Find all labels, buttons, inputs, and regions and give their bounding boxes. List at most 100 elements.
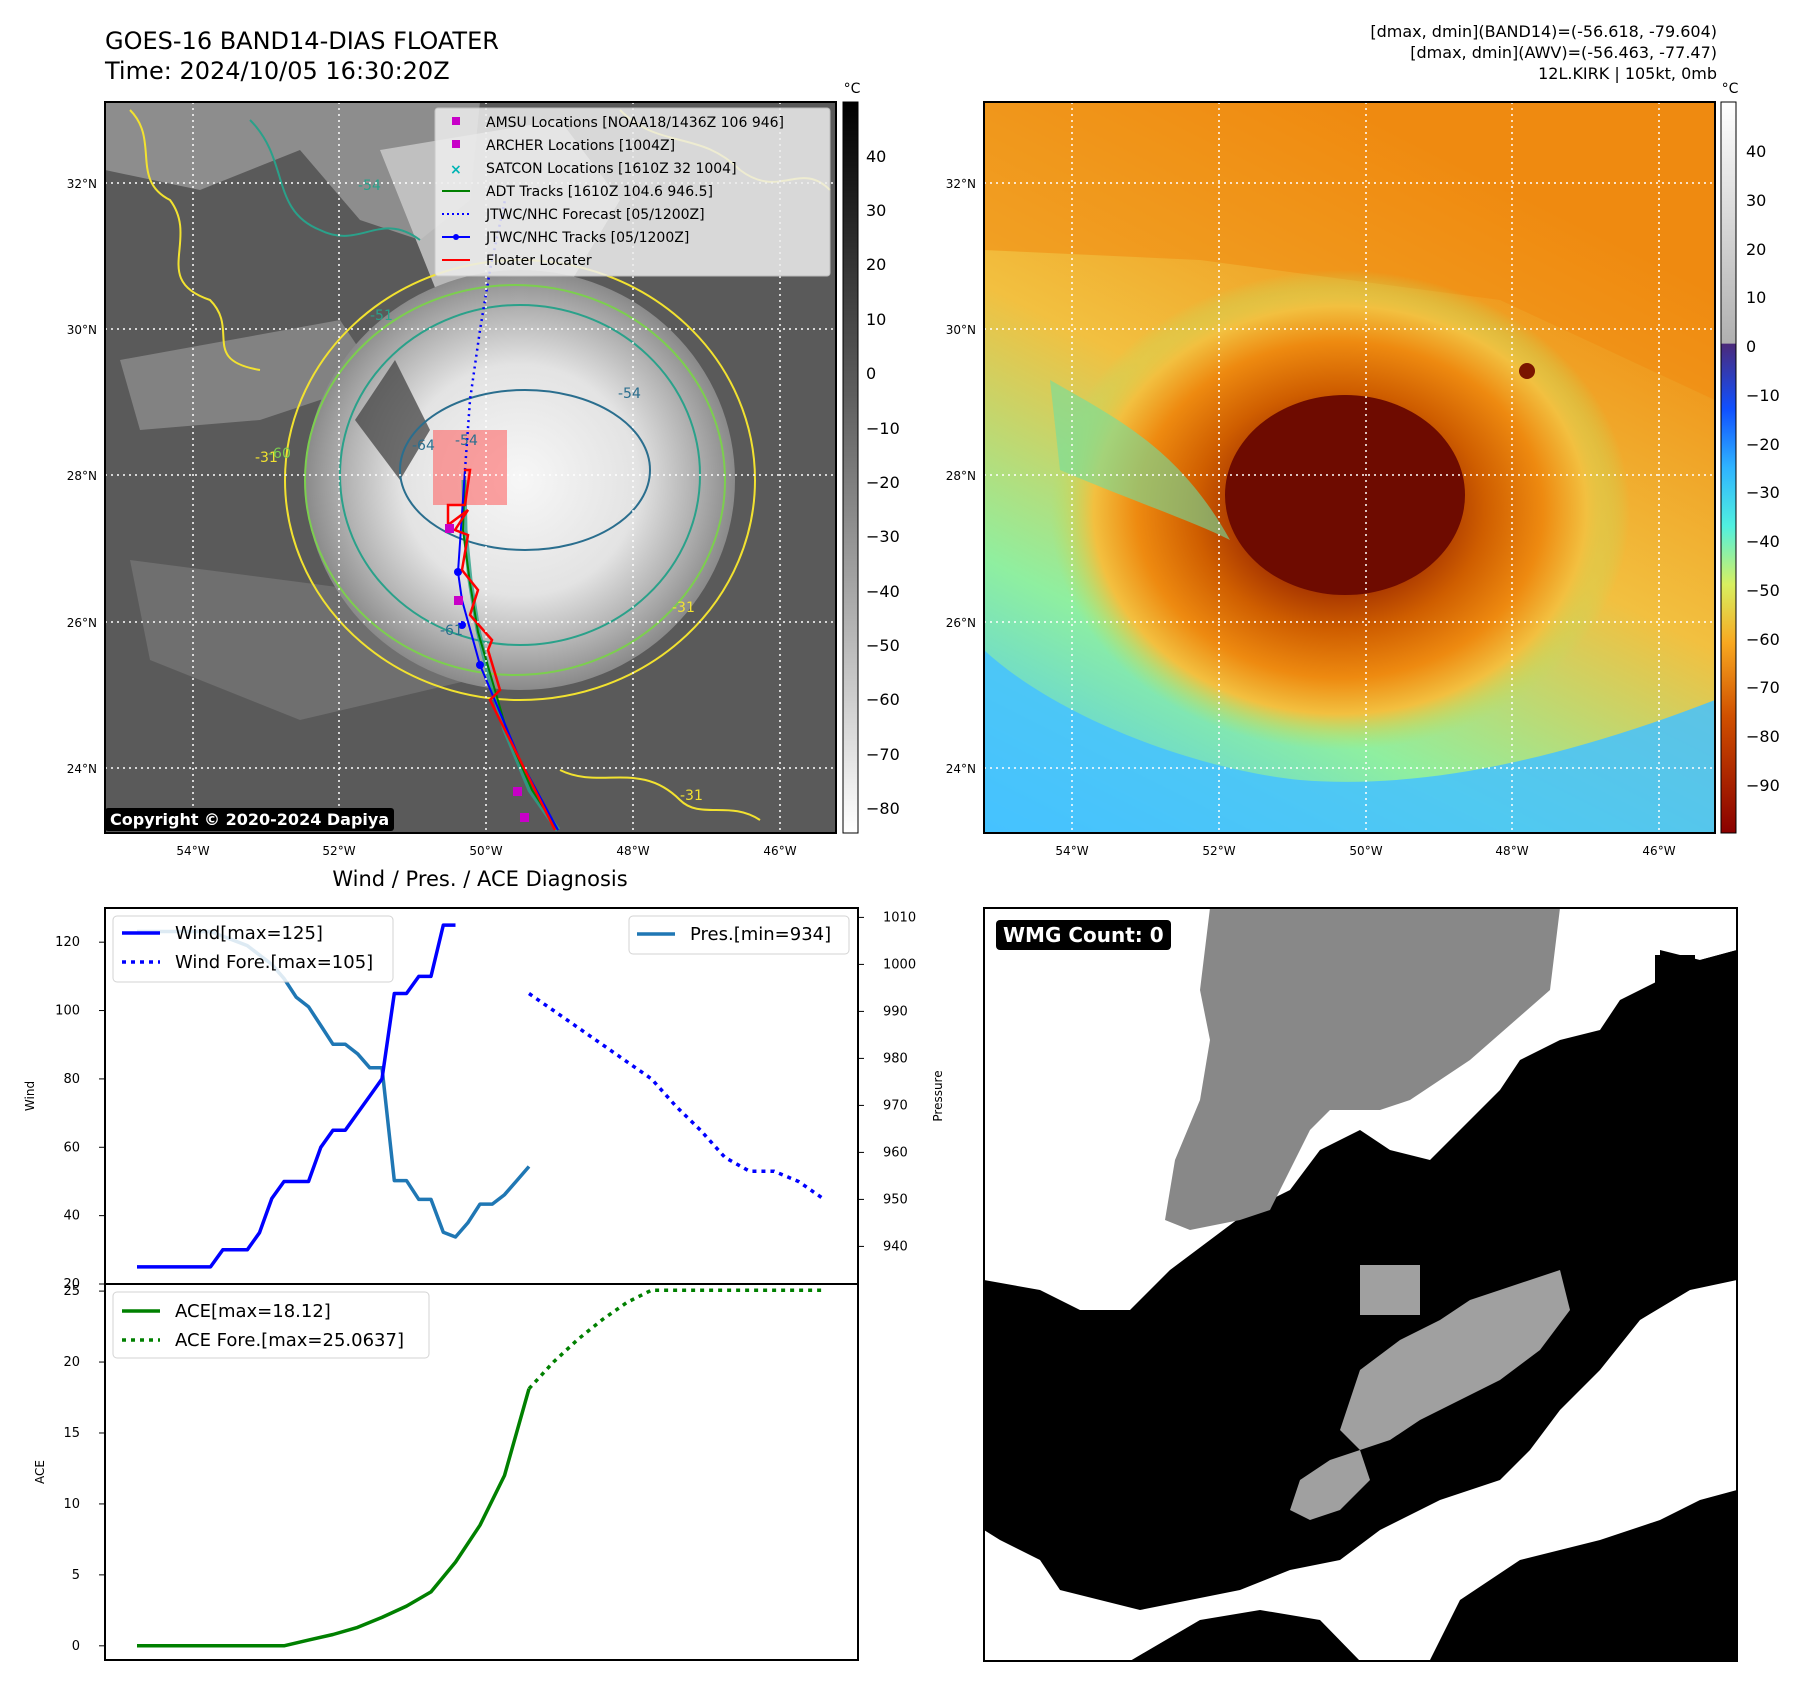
contour-label: -54 <box>358 178 381 194</box>
svg-text:46°W: 46°W <box>763 844 796 858</box>
contour-label: -54 <box>455 433 478 449</box>
legend-amsu-label: AMSU Locations [NOAA18/1436Z 106 946] <box>486 115 784 131</box>
wmg-gray-region <box>1290 1450 1370 1520</box>
color-colorbar <box>1720 101 1737 834</box>
archer-point <box>445 524 454 533</box>
svg-text:32°N: 32°N <box>67 177 97 191</box>
svg-text:30°N: 30°N <box>67 323 97 337</box>
wmg-frame <box>983 907 1738 1662</box>
svg-text:−40: −40 <box>1746 532 1780 551</box>
wind-tick-label: 100 <box>55 1004 80 1019</box>
contour-light-green <box>304 284 726 676</box>
svg-text:30: 30 <box>866 201 886 220</box>
svg-text:50°W: 50°W <box>1349 844 1382 858</box>
central-dense-overcast <box>1225 395 1465 595</box>
svg-text:10: 10 <box>1746 288 1766 307</box>
wmg-black-region <box>1130 1610 1360 1661</box>
map-legend <box>434 107 831 277</box>
wind-tick-label: 20 <box>63 1277 80 1292</box>
storm-info: 12L.KIRK | 105kt, 0mb <box>1538 64 1717 83</box>
contour-label: -51 <box>370 308 393 324</box>
floater-box <box>433 430 507 505</box>
amsu-point <box>513 787 522 796</box>
legend-wind-fore-label: Wind Fore.[max=105] <box>175 952 373 973</box>
svg-text:−20: −20 <box>866 473 900 492</box>
gray-colorbar <box>842 101 859 834</box>
svg-text:54°W: 54°W <box>176 844 209 858</box>
svg-text:−50: −50 <box>1746 581 1780 600</box>
ace-line <box>137 1388 531 1648</box>
svg-text:−80: −80 <box>1746 727 1780 746</box>
svg-text:−90: −90 <box>1746 776 1780 795</box>
color-lon-labels: 54°W 52°W 50°W 48°W 46°W <box>1055 844 1675 858</box>
figure-title: GOES-16 BAND14-DIAS FLOATER <box>105 27 499 55</box>
svg-text:50°W: 50°W <box>469 844 502 858</box>
contour-label: -61 <box>440 623 463 639</box>
ir-map-panel: -54 -54 -51 -54 -64 -61 -31 -31 -31 -60 … <box>67 81 900 858</box>
svg-text:28°N: 28°N <box>67 469 97 483</box>
wind-tick-label: 60 <box>63 1140 80 1155</box>
legend-nhc-marker <box>453 234 459 240</box>
legend-floater-label: Floater Locater <box>486 253 592 269</box>
svg-text:−60: −60 <box>1746 630 1780 649</box>
color-colorbar-ticks: 40 30 20 10 0 −10 −20 −30 −40 −50 −60 −7… <box>1746 142 1780 795</box>
svg-text:0: 0 <box>866 364 876 383</box>
pressure-tick-label: 1000 <box>883 957 916 972</box>
contour-label: -31 <box>672 600 695 616</box>
svg-text:0: 0 <box>1746 337 1756 356</box>
wmg-black-region <box>1655 955 1695 985</box>
svg-text:10: 10 <box>866 310 886 329</box>
dry-slot <box>355 360 430 480</box>
svg-text:−10: −10 <box>866 419 900 438</box>
svg-text:46°W: 46°W <box>1642 844 1675 858</box>
color-ir-panel: 32°N 30°N 28°N 26°N 24°N 54°W 52°W 50°W 48°W… <box>946 81 1780 858</box>
svg-text:−30: −30 <box>866 527 900 546</box>
figure-time: Time: 2024/10/05 16:30:20Z <box>105 57 450 85</box>
svg-text:−60: −60 <box>866 690 900 709</box>
contour-dark-teal <box>399 389 651 551</box>
svg-text:−80: −80 <box>866 799 900 818</box>
overshooting-top <box>1519 363 1535 379</box>
nhc-track-point <box>476 661 484 669</box>
legend-archer-marker <box>452 140 460 148</box>
copyright-badge: Copyright © 2020-2024 Dapiya <box>105 808 395 831</box>
wind-forecast-line <box>528 992 824 1200</box>
ace-tick-label: 5 <box>72 1568 80 1583</box>
chart-title: Wind / Pres. / ACE Diagnosis <box>332 867 627 891</box>
amsu-point <box>520 813 529 822</box>
hurricane-cloud-mass <box>305 270 735 690</box>
wind-legend <box>112 915 394 983</box>
nhc-track-point <box>458 621 466 629</box>
adt-track <box>461 469 559 831</box>
svg-text:48°W: 48°W <box>616 844 649 858</box>
pressure-tick-label: 960 <box>883 1145 908 1160</box>
legend-pressure-label: Pres.[min=934] <box>690 924 831 945</box>
color-lat-labels: 32°N 30°N 28°N 26°N 24°N <box>946 177 976 776</box>
svg-text:26°N: 26°N <box>946 616 976 630</box>
wmg-gray-region <box>1165 908 1560 1230</box>
ace-tick-label: 10 <box>63 1497 80 1512</box>
svg-text:−70: −70 <box>866 745 900 764</box>
stats-band14: [dmax, dmin](BAND14)=(-56.618, -79.604) <box>1370 22 1717 41</box>
legend-satcon-label: SATCON Locations [1610Z 32 1004] <box>486 161 737 177</box>
pressure-tick-label: 1010 <box>883 910 916 925</box>
wind-line <box>137 923 456 1269</box>
pressure-tick-label: 990 <box>883 1004 908 1019</box>
clear-air-region <box>984 650 1715 833</box>
lon-labels: 54°W 52°W 50°W 48°W 46°W <box>176 844 796 858</box>
svg-text:−20: −20 <box>1746 435 1780 454</box>
wind-tick-label: 80 <box>63 1072 80 1087</box>
contour-label: -64 <box>412 438 435 454</box>
legend-ace-label: ACE[max=18.12] <box>175 1301 331 1322</box>
svg-text:52°W: 52°W <box>322 844 355 858</box>
legend-amsu-marker <box>452 117 460 125</box>
legend-forecast-label: JTWC/NHC Forecast [05/1200Z] <box>485 207 705 223</box>
svg-text:40: 40 <box>866 147 886 166</box>
svg-text:20: 20 <box>866 255 886 274</box>
wmg-gray-region <box>1340 1270 1570 1450</box>
pressure-tick-label: 970 <box>883 1098 908 1113</box>
pressure-axis-label: Pressure <box>931 1070 945 1121</box>
ace-tick-label: 25 <box>63 1284 80 1299</box>
cloud-band <box>120 320 380 430</box>
